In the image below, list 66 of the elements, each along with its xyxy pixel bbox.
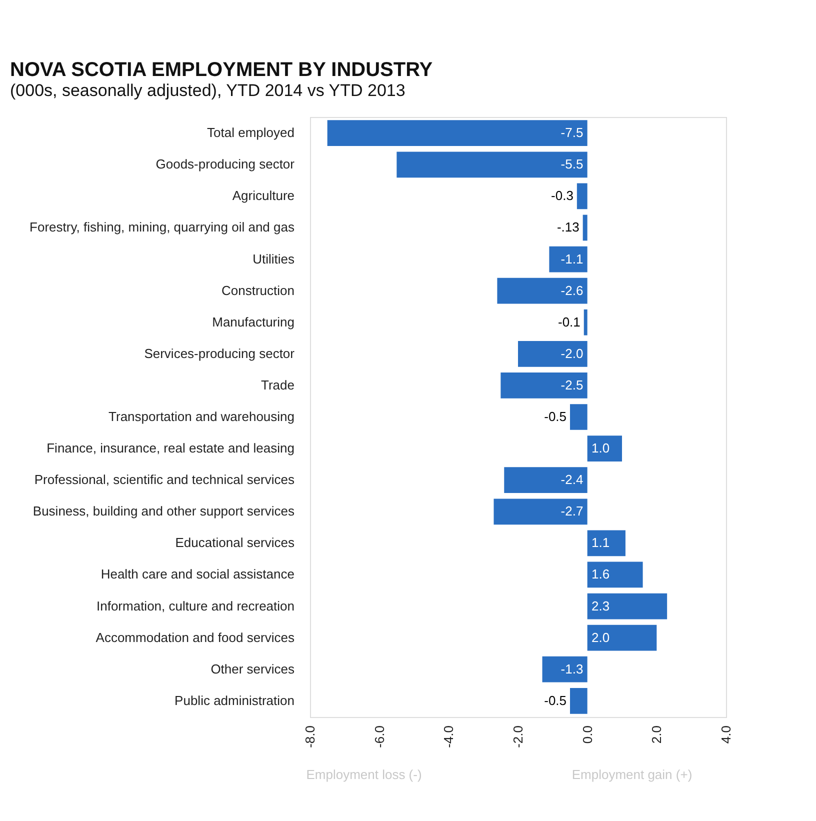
bar xyxy=(587,624,657,651)
data-label: -0.1 xyxy=(558,314,580,330)
data-label: -2.6 xyxy=(560,282,584,298)
y-tick-label: Professional, scientific and technical services xyxy=(34,472,295,488)
data-label: -2.5 xyxy=(560,377,584,392)
data-label: -2.0 xyxy=(560,346,584,361)
y-tick-label: Services-producing sector xyxy=(144,346,296,361)
y-tick-label: Information, culture and recreation xyxy=(96,598,294,614)
y-tick-label: Total employed xyxy=(207,125,294,140)
y-tick-label: Public administration xyxy=(174,692,294,708)
bar xyxy=(587,562,643,588)
data-label: 1.1 xyxy=(591,535,610,550)
data-label: -1.1 xyxy=(560,251,584,266)
y-tick-label: Utilities xyxy=(252,251,295,266)
bar xyxy=(576,183,588,210)
data-label: -.13 xyxy=(556,220,580,235)
bar xyxy=(494,498,588,525)
y-tick-label: Educational services xyxy=(175,535,295,550)
y-tick-label: Finance, insurance, real estate and leasing xyxy=(46,440,294,456)
data-label: -2.7 xyxy=(560,504,584,519)
y-tick-label: Construction xyxy=(222,282,294,298)
x-tick-label: 2.0 xyxy=(649,726,664,744)
y-tick-label: Manufacturing xyxy=(212,314,294,330)
x-tick-label: -8.0 xyxy=(302,726,318,748)
data-label: -0.5 xyxy=(544,409,567,424)
data-label: -1.3 xyxy=(560,661,584,676)
data-label: -0.5 xyxy=(544,692,567,708)
bar xyxy=(327,120,588,146)
x-tick-label: -4.0 xyxy=(441,726,456,748)
y-tick-label: Agriculture xyxy=(232,188,294,204)
bar xyxy=(584,309,588,336)
y-tick-label: Health care and social assistance xyxy=(100,566,294,582)
bar xyxy=(570,688,588,714)
x-tick-label: -2.0 xyxy=(510,726,526,748)
y-tick-label: Trade xyxy=(261,377,294,392)
data-label: -7.5 xyxy=(560,125,584,140)
y-tick-label: Forestry, fishing, mining, quarrying oil and gas xyxy=(30,220,295,235)
bar xyxy=(504,467,588,494)
bar xyxy=(549,246,588,272)
bar xyxy=(500,372,588,398)
bar xyxy=(587,436,622,462)
bar xyxy=(497,278,588,304)
data-label: 2.0 xyxy=(591,630,610,645)
x-tick-label: 0.0 xyxy=(580,726,595,744)
bar xyxy=(396,152,588,178)
bar xyxy=(542,656,588,682)
bar xyxy=(587,530,626,556)
y-tick-label: Goods-producing sector xyxy=(156,156,296,172)
bar xyxy=(570,404,588,430)
bar xyxy=(587,593,668,620)
chart-subtitle: (000s, seasonally adjusted), YTD 2014 vs YTD 2013 xyxy=(10,81,406,100)
x-tick-label: 4.0 xyxy=(718,726,734,744)
y-tick-label: Transportation and warehousing xyxy=(108,409,294,424)
y-tick-label: Other services xyxy=(210,661,295,676)
bar xyxy=(518,340,588,367)
data-label: -2.4 xyxy=(560,472,584,488)
y-tick-label: Business, building and other support services xyxy=(32,504,295,519)
data-label: 2.3 xyxy=(591,598,610,614)
bar xyxy=(582,214,588,241)
data-label: -5.5 xyxy=(560,156,584,172)
chart-title: NOVA SCOTIA EMPLOYMENT BY INDUSTRY xyxy=(10,59,434,81)
data-label: 1.6 xyxy=(591,566,610,582)
x-tick-label: -6.0 xyxy=(372,726,387,748)
data-label: -0.3 xyxy=(551,188,574,204)
data-label: 1.0 xyxy=(591,440,610,456)
y-tick-label: Accommodation and food services xyxy=(96,630,295,645)
